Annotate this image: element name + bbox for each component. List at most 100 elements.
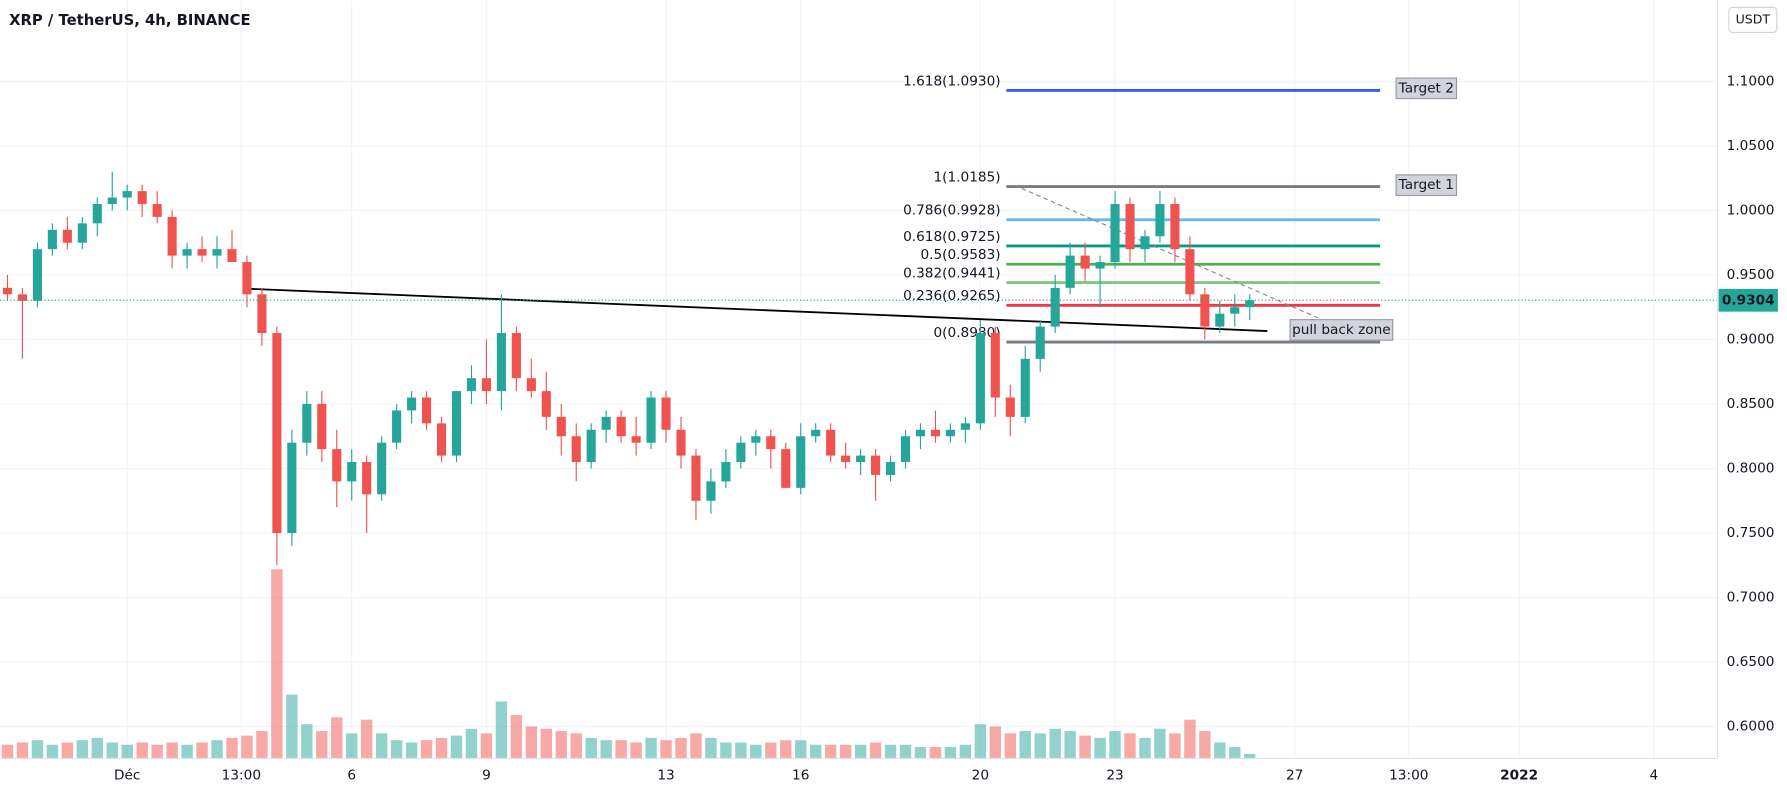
- volume-bar: [660, 740, 672, 759]
- candle-body: [47, 229, 57, 250]
- volume-bar: [884, 744, 897, 759]
- fib-label: 1.618(1.0930): [903, 73, 1001, 89]
- candle-body: [631, 436, 641, 443]
- x-tick-label: 27: [1286, 768, 1303, 784]
- volume-bar: [555, 731, 567, 759]
- volume-bar: [211, 740, 223, 759]
- candle-body: [811, 429, 821, 437]
- y-tick-label: 0.9500: [1727, 267, 1775, 283]
- candle-body: [137, 191, 147, 205]
- candle-body: [182, 249, 192, 256]
- candle-body: [841, 455, 851, 463]
- candle-body: [1110, 204, 1120, 263]
- fib-label: 1(1.0185): [933, 169, 1000, 185]
- candle-body: [721, 462, 731, 482]
- candle-body: [2, 287, 13, 295]
- candle-body: [1230, 307, 1240, 314]
- currency-box[interactable]: [1728, 6, 1778, 34]
- candle-body: [332, 449, 342, 482]
- candle-body: [1245, 300, 1255, 308]
- fib-label: 0.236(0.9265): [903, 288, 1001, 304]
- y-tick-label: 0.8000: [1727, 461, 1775, 477]
- candle-body: [407, 397, 417, 411]
- volume-bar: [76, 740, 89, 759]
- volume-bar: [1109, 731, 1121, 759]
- x-tick-label: 13:00: [222, 768, 261, 784]
- x-tick-label: 2022: [1500, 768, 1538, 784]
- candle-body: [466, 378, 477, 392]
- candle-body: [990, 333, 1000, 398]
- candle-body: [691, 455, 701, 501]
- volume-bar: [390, 740, 403, 759]
- candle-body: [541, 391, 551, 417]
- currency[interactable]: USDT: [1736, 11, 1771, 26]
- volume-bar: [1244, 753, 1256, 759]
- volume-bar: [346, 733, 358, 759]
- candle-body: [257, 294, 267, 334]
- x-tick-label: 16: [792, 768, 809, 784]
- volume-bar: [630, 742, 642, 759]
- y-tick-label: 0.8500: [1727, 396, 1775, 412]
- candle-body: [362, 462, 372, 495]
- candle-body: [62, 229, 72, 243]
- candle-body: [377, 442, 387, 495]
- time-axis-bg: [0, 758, 1787, 792]
- annotation-box: [1395, 77, 1458, 100]
- candle-body: [975, 333, 985, 424]
- candle-body: [422, 397, 432, 424]
- volume-bar: [1, 744, 14, 759]
- candle-body: [646, 397, 656, 443]
- price-axis-bg: [1717, 0, 1787, 792]
- volume-bar: [869, 742, 882, 759]
- candle-body: [107, 197, 117, 205]
- candle-body: [1200, 294, 1210, 327]
- volume-bar: [46, 744, 59, 759]
- volume-bar: [1199, 731, 1211, 759]
- fib-label: 0(0.8980): [933, 325, 1000, 341]
- y-tick-label: 0.7500: [1727, 525, 1775, 541]
- candle-body: [242, 262, 252, 295]
- volume-bar: [226, 737, 238, 759]
- fib-label: 0.618(0.9725): [903, 229, 1001, 245]
- candle-body: [317, 403, 327, 450]
- volume-bar: [331, 717, 343, 759]
- candle-body: [871, 455, 881, 475]
- volume-bar: [196, 742, 208, 759]
- volume-bar: [256, 731, 268, 759]
- y-tick-label: 1.0000: [1727, 202, 1775, 218]
- candle-body: [1170, 204, 1180, 250]
- volume-bar: [121, 744, 133, 759]
- volume-bar: [839, 744, 852, 759]
- y-tick-label: 1.1000: [1727, 73, 1775, 89]
- volume-bar: [899, 744, 912, 759]
- volume-bar: [645, 737, 657, 759]
- last-price-box: [1718, 288, 1778, 312]
- candle-body: [960, 423, 970, 430]
- volume-bar: [450, 735, 463, 759]
- volume-bar: [615, 740, 627, 759]
- candle-body: [945, 429, 955, 437]
- volume-bar: [1094, 737, 1106, 759]
- volume-bar: [1019, 731, 1031, 759]
- candle-body: [826, 429, 836, 456]
- volume-bar: [765, 742, 777, 759]
- candle-body: [1215, 313, 1225, 327]
- candle-body: [1050, 287, 1060, 327]
- y-tick-label: 0.6500: [1727, 654, 1775, 670]
- candle-body: [766, 436, 776, 450]
- volume-bar: [675, 737, 687, 759]
- x-tick-label: Déc: [114, 768, 140, 784]
- volume-bar: [301, 724, 313, 759]
- x-tick-label: 9: [482, 768, 491, 784]
- volume-bar: [166, 742, 178, 759]
- candle-body: [1140, 236, 1150, 250]
- volume-bar: [510, 715, 523, 759]
- volume-bar: [31, 740, 44, 759]
- candle-body: [586, 429, 596, 463]
- y-tick-label: 0.7000: [1727, 590, 1775, 606]
- volume-bar: [735, 742, 747, 759]
- volume-bar: [525, 726, 538, 759]
- x-tick-label: 20: [972, 768, 989, 784]
- volume-bar: [585, 737, 597, 759]
